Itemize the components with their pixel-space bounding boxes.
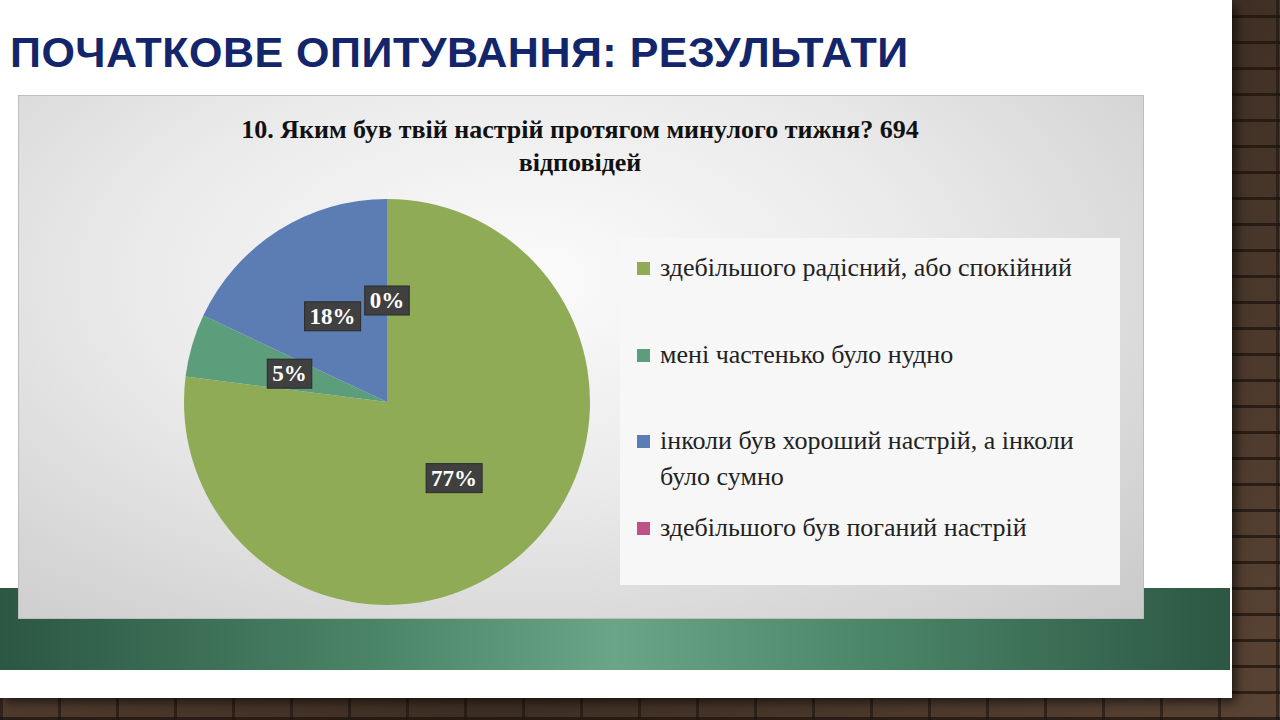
legend-label: інколи був хороший настрій, а інколи бул… <box>660 423 1090 495</box>
data-label-box <box>426 464 482 493</box>
data-label-text: 77% <box>431 466 477 491</box>
legend-swatch <box>637 522 650 535</box>
slide-title: ПОЧАТКОВЕ ОПИТУВАННЯ: РЕЗУЛЬТАТИ <box>10 28 909 77</box>
data-label: 77% <box>426 464 482 493</box>
legend-label: мені частенько було нудно <box>660 337 1090 373</box>
data-label: 18% <box>305 302 361 331</box>
data-label-text: 5% <box>272 361 307 386</box>
chart-title: 10. Яким був твій настрій протягом минул… <box>185 113 975 179</box>
legend-swatch <box>637 435 650 448</box>
data-label: 5% <box>267 359 312 388</box>
pie-slice <box>184 199 590 605</box>
data-label-box <box>365 286 410 315</box>
legend-swatch <box>637 349 650 362</box>
legend-swatch <box>637 262 650 275</box>
data-labels: 77% 5% 18% 0% <box>267 286 482 493</box>
legend-label: здебільшого був поганий настрій <box>660 510 1090 546</box>
data-label-box <box>305 302 361 331</box>
slices <box>184 199 590 605</box>
data-label-box <box>267 359 312 388</box>
data-label-text: 18% <box>310 304 356 329</box>
data-label: 0% <box>365 286 410 315</box>
pie-slice <box>203 199 387 402</box>
data-label-text: 0% <box>370 288 405 313</box>
legend-label: здебільшого радісний, або спокійний <box>660 250 1090 286</box>
